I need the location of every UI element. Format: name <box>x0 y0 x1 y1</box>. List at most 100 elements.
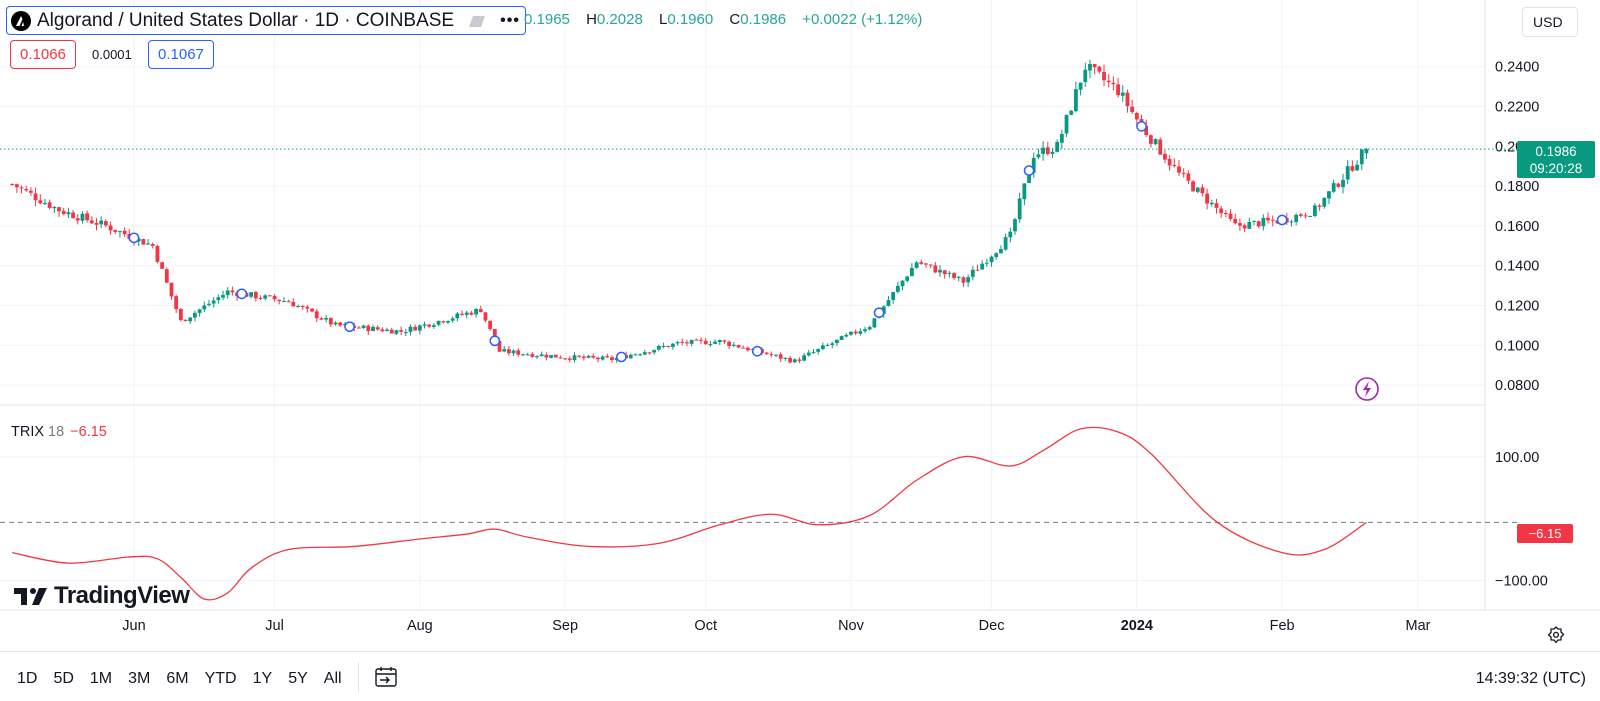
candle-body <box>502 349 507 352</box>
candle-body <box>867 327 872 330</box>
candle-body <box>633 354 638 356</box>
candle-body <box>333 322 338 325</box>
eye-hidden-icon[interactable] <box>468 14 486 28</box>
candle-body <box>361 325 366 328</box>
candle-body <box>699 339 703 341</box>
price-tick-label: 0.0800 <box>1495 378 1539 394</box>
candle-body <box>296 306 300 308</box>
range-button-ytd[interactable]: YTD <box>204 670 237 687</box>
candle-body <box>1148 135 1153 144</box>
range-buttons: 1D 5D 1M 3M 6M YTD 1Y 5Y All <box>17 670 358 688</box>
candle-body <box>146 243 150 245</box>
candle-body <box>43 202 47 204</box>
candle-body <box>652 349 657 353</box>
candle-body <box>267 295 272 297</box>
candle-body <box>150 244 155 246</box>
range-button-1m[interactable]: 1M <box>89 670 113 687</box>
candle-body <box>75 218 80 221</box>
range-button-6m[interactable]: 6M <box>166 670 189 687</box>
calendar-icon[interactable] <box>374 665 398 689</box>
sell-button[interactable]: 0.1066 <box>10 40 76 69</box>
price-tick-label: 0.1600 <box>1495 219 1539 235</box>
price-tick-label: 0.1200 <box>1495 299 1539 315</box>
candle-body <box>1289 221 1294 223</box>
settings-icon[interactable] <box>1547 626 1565 644</box>
candle-body <box>314 311 319 319</box>
candle-body <box>717 339 722 342</box>
candle-body <box>207 303 211 305</box>
candle-body <box>999 249 1003 254</box>
candle-body <box>656 345 661 350</box>
symbol-header[interactable]: Algorand / United States Dollar · 1D · C… <box>6 6 526 35</box>
clock-display[interactable]: 14:39:32 (UTC) <box>1475 670 1586 687</box>
candle-body <box>924 263 928 265</box>
candle-body <box>394 330 399 334</box>
candle-body <box>216 297 221 301</box>
currency-selector[interactable]: USD <box>1522 7 1578 37</box>
indicator-legend[interactable]: TRIX 18 −6.15 <box>11 424 107 440</box>
candle-body <box>399 330 404 332</box>
candle-body <box>300 306 305 308</box>
candle-body <box>952 273 956 278</box>
candle-body <box>586 355 591 358</box>
range-button-5d[interactable]: 5D <box>53 670 74 687</box>
time-tick-label: Jul <box>265 618 284 634</box>
tradingview-logo[interactable]: TradingView <box>14 582 190 610</box>
candle-body <box>525 354 530 356</box>
candle-body <box>483 312 488 321</box>
candle-body <box>118 231 122 233</box>
lightning-icon-bolt <box>1363 381 1371 397</box>
candle-body <box>52 206 57 209</box>
candle-body <box>357 327 361 329</box>
candle-body <box>225 290 230 296</box>
range-button-1d[interactable]: 1D <box>17 670 38 687</box>
candle-body <box>1097 66 1102 72</box>
candle-body <box>947 272 952 274</box>
candle-body <box>671 343 675 347</box>
candle-body <box>849 331 853 335</box>
candle-body <box>928 264 933 266</box>
range-button-all[interactable]: All <box>323 670 342 687</box>
candle-body <box>94 222 99 225</box>
range-button-1y[interactable]: 1Y <box>252 670 273 687</box>
candle-body <box>1359 149 1364 165</box>
range-button-5y[interactable]: 5Y <box>288 670 308 687</box>
candle-body <box>366 325 371 332</box>
spread-value: 0.0001 <box>92 47 132 62</box>
candle-body <box>319 318 324 320</box>
candle-body <box>1022 183 1027 200</box>
candle-body <box>1214 203 1219 208</box>
candle-body <box>71 212 75 219</box>
candle-body <box>774 354 778 356</box>
candle-body <box>1266 217 1270 221</box>
candle-body <box>572 355 577 361</box>
candle-body <box>1092 64 1097 68</box>
candle-body <box>905 276 910 281</box>
candle-body <box>211 300 216 304</box>
candle-body <box>29 190 33 193</box>
buy-button[interactable]: 0.1067 <box>148 40 214 69</box>
candle-body <box>1102 72 1106 81</box>
candle-body <box>506 349 511 354</box>
more-icon[interactable]: ••• <box>500 11 520 29</box>
candle-body <box>103 221 108 226</box>
candle-body <box>193 312 197 318</box>
candle-body <box>956 276 961 278</box>
candle-body <box>1045 147 1050 155</box>
last-price-value: 0.1986 <box>1535 143 1577 159</box>
ohlc-values: 0.1965 H0.2028 L0.1960 C0.1986 +0.0022 (… <box>524 11 922 28</box>
candle-body <box>230 290 235 293</box>
candle-body <box>432 325 436 327</box>
candle-body <box>642 352 647 355</box>
candle-body <box>731 344 736 346</box>
candle-body <box>1036 154 1041 158</box>
candle-body <box>19 187 24 189</box>
candle-body <box>1322 197 1327 207</box>
range-button-3m[interactable]: 3M <box>128 670 151 687</box>
candle-body <box>1186 173 1191 181</box>
candle-body <box>816 348 821 352</box>
candle-body <box>1158 139 1163 155</box>
candle-body <box>1317 205 1322 207</box>
